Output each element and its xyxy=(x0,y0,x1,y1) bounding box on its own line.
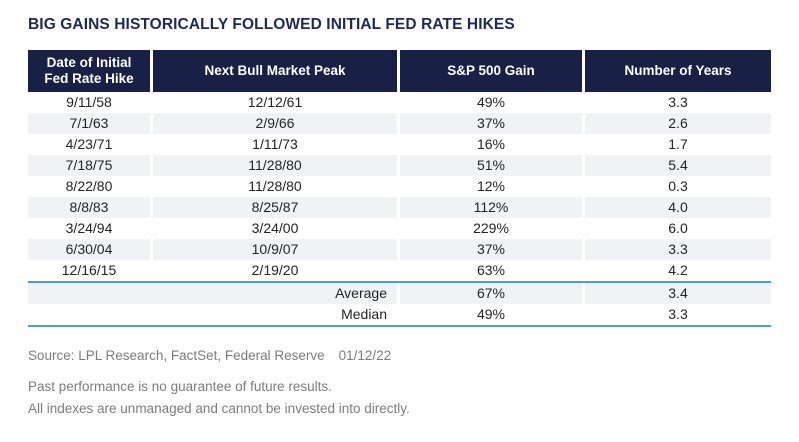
table-cell: 7/18/75 xyxy=(28,155,153,176)
table-cell: 1.7 xyxy=(668,136,688,152)
column-header-sp500-gain: S&P 500 Gain xyxy=(400,50,585,92)
blue-rule xyxy=(28,281,771,283)
table-cell: 4.0 xyxy=(585,197,771,218)
page: BIG GAINS HISTORICALLY FOLLOWED INITIAL … xyxy=(28,16,771,420)
table-cell: 2.6 xyxy=(585,113,771,134)
table-row: 7/1/63 2/9/66 37% 2.6 xyxy=(28,113,771,134)
page-title: BIG GAINS HISTORICALLY FOLLOWED INITIAL … xyxy=(28,16,515,33)
table-cell: 4.2 xyxy=(668,262,688,278)
table-cell: 3.3 xyxy=(668,94,688,110)
table-cell: 8/25/87 xyxy=(153,197,400,218)
table-cell: 8/22/80 xyxy=(28,176,153,197)
table-row: 6/30/04 10/9/07 37% 3.3 xyxy=(28,239,771,260)
table-cell: 3.3 xyxy=(668,306,688,322)
table-body: 9/11/58 12/12/61 49% 3.3 7/1/63 2/9/66 37% 2.6 4… xyxy=(28,92,771,327)
table-cell: 16% xyxy=(400,134,585,155)
blue-rule-line xyxy=(28,281,771,283)
table-row: 8/8/83 8/25/87 112% 4.0 xyxy=(28,197,771,218)
column-header-next-bull-market-peak: Next Bull Market Peak xyxy=(153,50,400,92)
table-cell: 5.4 xyxy=(585,155,771,176)
table-cell: 12% xyxy=(400,176,585,197)
table-cell: 63% xyxy=(400,260,585,281)
summary-label: Average xyxy=(28,283,400,304)
table-cell: 49% xyxy=(400,92,585,113)
table-header: Date of Initial Fed Rate Hike Next Bull … xyxy=(28,50,771,92)
table-cell: 4/23/71 xyxy=(28,134,153,155)
table-cell: 37% xyxy=(400,113,585,134)
fed-rate-hikes-table: Date of Initial Fed Rate Hike Next Bull … xyxy=(28,50,771,327)
table-cell: 3/24/94 xyxy=(28,218,153,239)
disclaimer-past-performance: Past performance is no guarantee of futu… xyxy=(28,379,332,394)
table-row: 9/11/58 12/12/61 49% 3.3 xyxy=(28,92,771,113)
table-cell: 49% xyxy=(400,304,585,325)
table-cell: 229% xyxy=(400,218,585,239)
table-row: 4/23/71 1/11/73 16% 1.7 xyxy=(28,134,771,155)
table-cell: 10/9/07 xyxy=(153,239,400,260)
table-cell: 51% xyxy=(400,155,585,176)
table-cell: 6/30/04 xyxy=(28,239,153,260)
table-cell: 2/9/66 xyxy=(153,113,400,134)
table-cell: 12/12/61 xyxy=(153,92,400,113)
table-cell: 11/28/80 xyxy=(153,155,400,176)
table-cell: 12/16/15 xyxy=(28,260,153,281)
source-date: 01/12/22 xyxy=(338,348,392,363)
table-cell: 7/1/63 xyxy=(28,113,153,134)
source-line: Source: LPL Research, FactSet, Federal R… xyxy=(28,348,771,363)
column-header-number-of-years: Number of Years xyxy=(585,50,771,92)
summary-label: Median xyxy=(28,304,400,325)
table-cell: 112% xyxy=(400,197,585,218)
table-cell: 0.3 xyxy=(668,178,688,194)
table-row: 7/18/75 11/28/80 51% 5.4 xyxy=(28,155,771,176)
blue-rule-line xyxy=(28,325,771,327)
table-cell: 1/11/73 xyxy=(153,134,400,155)
table-cell: 3.3 xyxy=(585,239,771,260)
disclaimer-indexes: All indexes are unmanaged and cannot be … xyxy=(28,401,410,416)
table-cell: 6.0 xyxy=(668,220,688,236)
header-row: Date of Initial Fed Rate Hike Next Bull … xyxy=(28,50,771,92)
column-header-date-of-initial-fed-rate-hike: Date of Initial Fed Rate Hike xyxy=(28,50,153,92)
source-text: Source: LPL Research, FactSet, Federal R… xyxy=(28,348,325,363)
summary-row: Average 67% 3.4 xyxy=(28,283,771,304)
table-row: 3/24/94 3/24/00 229% 6.0 xyxy=(28,218,771,239)
table-cell: 8/8/83 xyxy=(28,197,153,218)
table-cell: 3/24/00 xyxy=(153,218,400,239)
table-cell: 67% xyxy=(400,283,585,304)
blue-rule xyxy=(28,325,771,327)
table-cell: 37% xyxy=(400,239,585,260)
summary-row: Median 49% 3.3 xyxy=(28,304,771,325)
table-cell: 3.4 xyxy=(585,283,771,304)
table-row: 12/16/15 2/19/20 63% 4.2 xyxy=(28,260,771,281)
table-cell: 11/28/80 xyxy=(153,176,400,197)
table-cell: 2/19/20 xyxy=(153,260,400,281)
table-row: 8/22/80 11/28/80 12% 0.3 xyxy=(28,176,771,197)
table-cell: 9/11/58 xyxy=(28,92,153,113)
footer: Source: LPL Research, FactSet, Federal R… xyxy=(28,348,771,420)
